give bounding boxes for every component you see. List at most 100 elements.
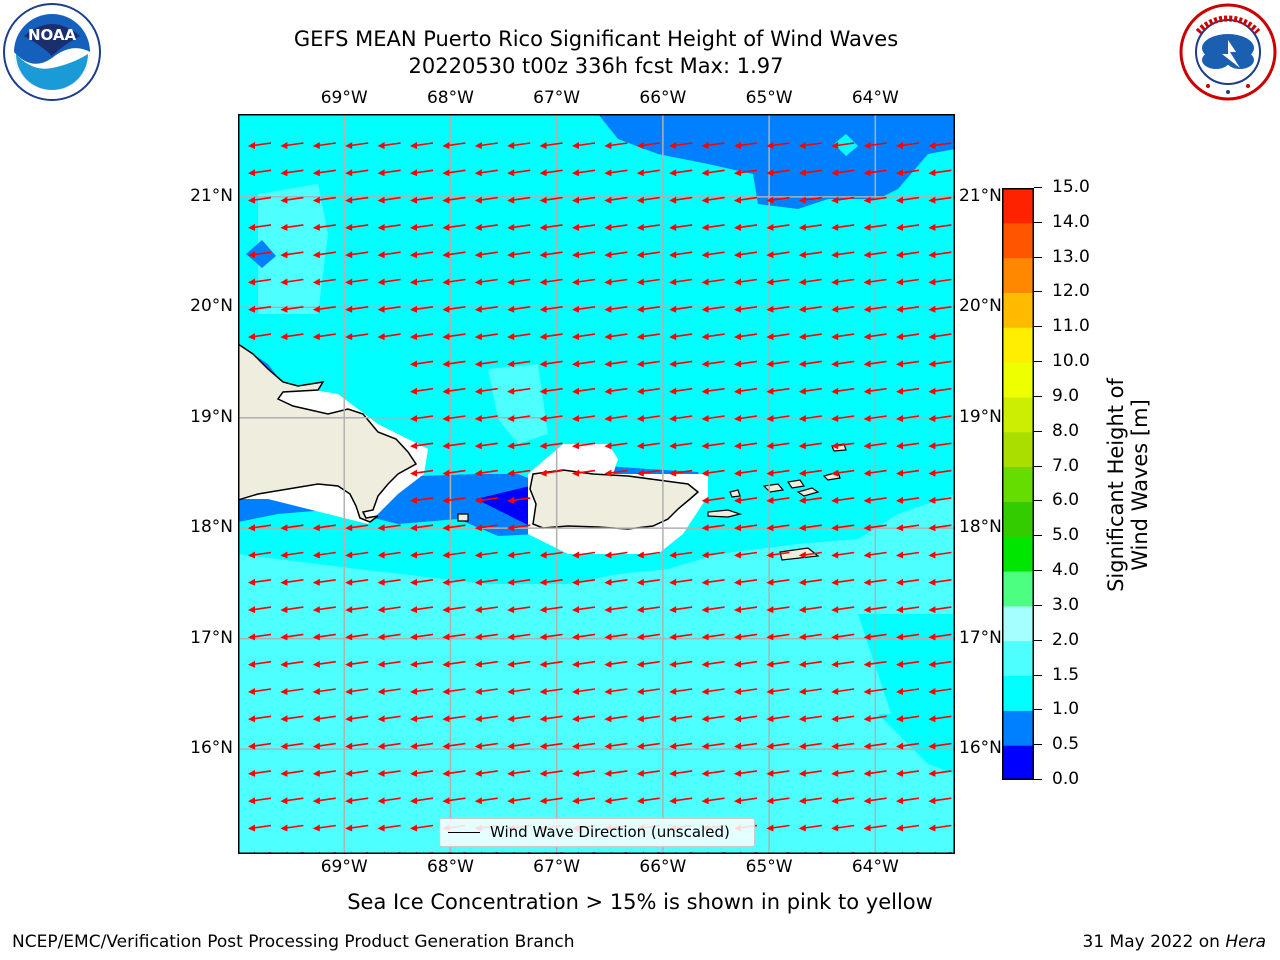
wave-arrow	[766, 360, 790, 368]
wave-arrow	[734, 360, 758, 368]
wave-arrow	[474, 278, 498, 286]
wave-arrow	[572, 633, 596, 641]
wave-arrow	[831, 305, 855, 313]
wave-arrow	[572, 278, 596, 286]
wave-arrow	[572, 442, 596, 450]
colorbar-tick-mark	[1034, 326, 1042, 328]
colorbar-frame	[1002, 188, 1034, 780]
wave-arrow	[539, 578, 563, 586]
wave-arrow	[248, 688, 272, 695]
colorbar-tick-mark	[1034, 779, 1042, 780]
wave-arrow	[377, 333, 401, 341]
wave-arrow	[863, 742, 887, 750]
wave-arrow	[507, 496, 531, 504]
wave-arrow	[701, 551, 725, 559]
wave-arrow	[312, 578, 336, 586]
wave-arrow	[345, 742, 369, 750]
wave-arrow	[831, 688, 855, 695]
colorbar-segment	[1002, 292, 1034, 328]
wave-arrow	[377, 715, 401, 723]
wave-arrow	[377, 606, 401, 614]
colorbar-segment	[1002, 571, 1034, 607]
lon-label-bottom: 68°W	[426, 857, 474, 877]
wave-arrow	[507, 606, 531, 614]
wave-arrow	[572, 169, 596, 177]
wave-arrow	[798, 469, 822, 477]
wave-arrow	[701, 660, 725, 668]
colorbar-tick-mark	[1034, 187, 1042, 188]
wave-arrow	[410, 660, 434, 668]
wave-arrow	[766, 169, 790, 177]
wave-arrow	[604, 660, 628, 668]
lon-label-top: 66°W	[639, 88, 687, 108]
wave-arrow	[248, 196, 272, 204]
wave-arrow	[507, 688, 531, 695]
wave-arrow	[831, 469, 855, 477]
wave-arrow	[928, 797, 952, 805]
wave-arrow	[442, 333, 466, 341]
wave-arrow	[377, 278, 401, 286]
wave-arrow	[766, 824, 790, 832]
wave-arrow	[636, 196, 660, 204]
wave-arrow	[734, 196, 758, 204]
wave-arrow	[572, 551, 596, 559]
wave-arrow	[604, 715, 628, 723]
wave-arrow	[896, 305, 920, 313]
wave-arrow	[669, 797, 693, 805]
wave-arrow	[669, 278, 693, 286]
colorbar-tick-label: 12.0	[1052, 281, 1090, 302]
wave-arrow	[896, 278, 920, 286]
wave-height-map	[238, 114, 955, 854]
wave-arrow	[896, 360, 920, 368]
colorbar-tick-label: 14.0	[1052, 211, 1090, 232]
wave-arrow	[928, 606, 952, 614]
wave-arrow	[539, 715, 563, 723]
wave-arrow	[798, 742, 822, 750]
wave-arrow	[798, 305, 822, 313]
wave-arrow	[507, 387, 531, 395]
wave-arrow	[604, 196, 628, 204]
island-culebra	[729, 489, 741, 498]
colorbar-tick-mark	[1034, 430, 1042, 432]
colorbar-tick-mark	[1034, 570, 1042, 572]
wave-arrow	[701, 415, 725, 422]
wave-arrow	[345, 633, 369, 641]
wave-arrow	[701, 606, 725, 614]
wave-arrow	[701, 142, 725, 149]
wave-arrow	[312, 715, 336, 723]
wave-arrow	[539, 606, 563, 614]
wave-band-0-0p5	[476, 486, 530, 526]
wave-arrow	[507, 142, 531, 149]
wave-arrow	[831, 715, 855, 723]
land-puerto-rico	[529, 469, 700, 530]
wave-arrow	[248, 797, 272, 805]
wave-arrow	[572, 742, 596, 750]
wave-arrow	[636, 442, 660, 450]
colorbar-tick-mark	[1034, 256, 1042, 258]
wave-arrow	[572, 387, 596, 395]
wave-arrow	[701, 769, 725, 777]
wave-arrow	[636, 333, 660, 341]
wave-arrow	[410, 169, 434, 177]
wave-arrow	[928, 469, 952, 477]
wave-arrow	[863, 660, 887, 668]
wave-arrow	[572, 797, 596, 805]
wave-arrow	[863, 360, 887, 368]
colorbar-tick-label: 8.0	[1052, 420, 1080, 441]
wave-arrow	[636, 142, 660, 149]
wave-arrow	[280, 278, 304, 286]
wave-arrow	[604, 142, 628, 149]
wave-arrow	[636, 251, 660, 259]
wave-arrow	[896, 196, 920, 204]
nws-logo	[1179, 3, 1277, 101]
wave-arrow	[863, 551, 887, 559]
wave-arrow	[377, 578, 401, 586]
wave-arrow	[928, 660, 952, 668]
wave-arrow	[248, 824, 272, 832]
wave-arrow	[766, 797, 790, 805]
wave-arrow	[248, 578, 272, 586]
wave-arrow	[604, 469, 628, 477]
wave-arrow	[798, 578, 822, 586]
lon-label-top: 68°W	[426, 88, 474, 108]
map-frame	[238, 114, 955, 854]
